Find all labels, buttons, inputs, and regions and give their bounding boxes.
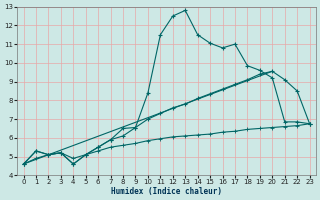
X-axis label: Humidex (Indice chaleur): Humidex (Indice chaleur) <box>111 187 222 196</box>
